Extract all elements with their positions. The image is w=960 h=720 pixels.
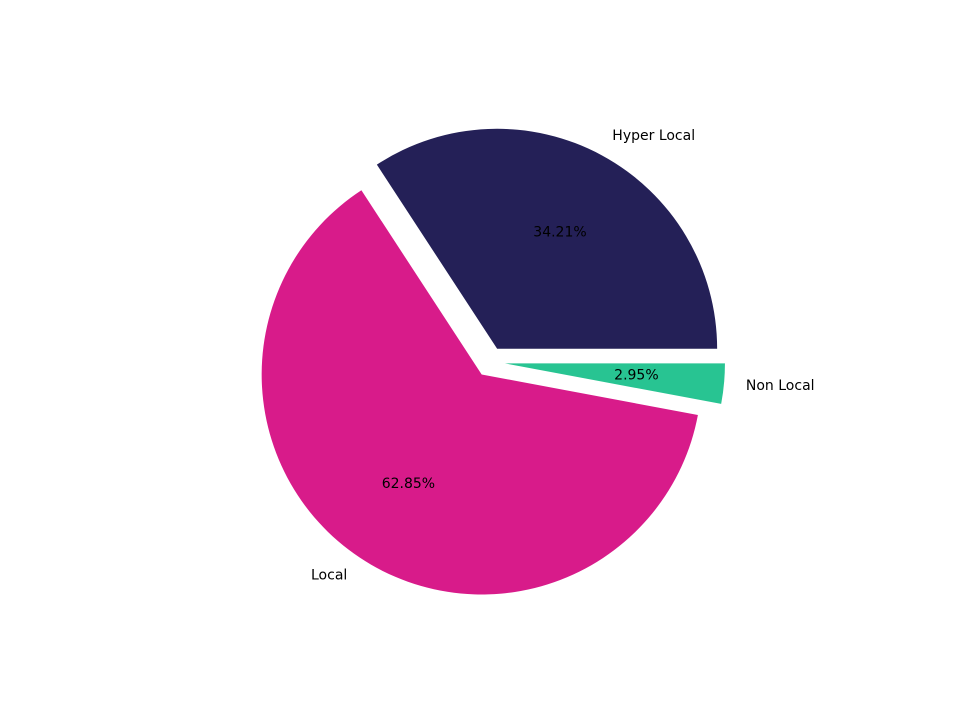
pie-slice-local: [261, 190, 698, 595]
pie-slice-non-local: [504, 363, 725, 404]
pie-category-label-hyper-local: Hyper Local: [612, 128, 695, 144]
pie-pct-label-non-local: 2.95%: [614, 368, 658, 384]
pie-pct-label-hyper-local: 34.21%: [533, 225, 586, 241]
pie-slice-hyper-local: [376, 128, 718, 349]
pie-category-label-local: Local: [311, 568, 347, 584]
pie-pct-label-local: 62.85%: [382, 476, 435, 492]
pie-category-label-non-local: Non Local: [746, 378, 815, 394]
